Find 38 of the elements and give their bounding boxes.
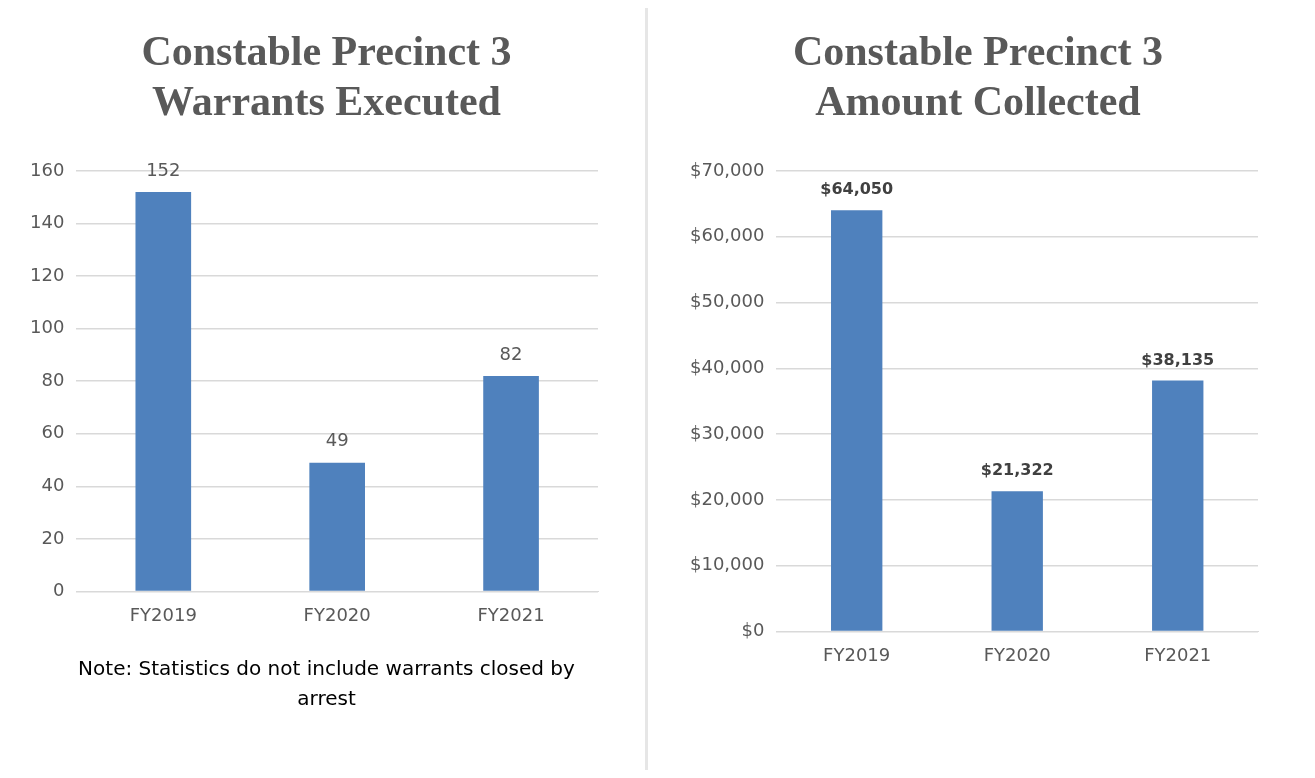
y-tick-label: $60,000 [690,224,765,246]
bar [991,490,1043,631]
y-tick-label: $20,000 [690,487,765,509]
y-tick-label: 160 [30,158,65,180]
y-tick-label: 140 [30,211,65,232]
y-tick-label: 40 [41,473,65,495]
y-tick-label: 120 [30,263,65,285]
data-label: $64,050 [820,179,894,199]
y-tick-label: $10,000 [690,553,765,575]
chart-title: Constable Precinct 3 Warrants Executed [140,27,513,127]
y-tick-label: 60 [41,421,65,443]
y-tick-label: 100 [30,316,65,338]
x-tick-label: FY2020 [983,643,1051,665]
data-label: $21,322 [980,460,1054,480]
data-label: 152 [146,158,181,180]
data-label: 82 [499,342,523,364]
text: Note: Statistics do not include warrants closed by arrest [77,654,576,712]
chart-title: Constable Precinct 3 Amount Collected [791,27,1165,127]
x-tick-label: FY2021 [1144,643,1212,665]
bar [831,209,883,631]
x-tick-label: FY2019 [823,643,891,665]
y-tick-label: $70,000 [690,158,765,180]
bar [309,462,365,591]
y-tick-label: $30,000 [690,421,765,443]
y-tick-label: 0 [52,578,65,600]
y-tick-label: 20 [41,526,65,548]
x-tick-label: FY2020 [303,603,371,625]
y-tick-label: $40,000 [690,355,765,377]
y-tick-label: $50,000 [690,290,765,311]
y-tick-label: 80 [41,368,65,390]
x-tick-label: FY2021 [477,603,545,625]
bar [1152,380,1204,631]
data-label: 49 [325,429,349,451]
data-label: $38,135 [1141,349,1215,369]
y-tick-label: $0 [741,618,765,640]
x-tick-label: FY2019 [129,603,197,625]
bar [135,191,192,591]
bar [483,375,539,591]
